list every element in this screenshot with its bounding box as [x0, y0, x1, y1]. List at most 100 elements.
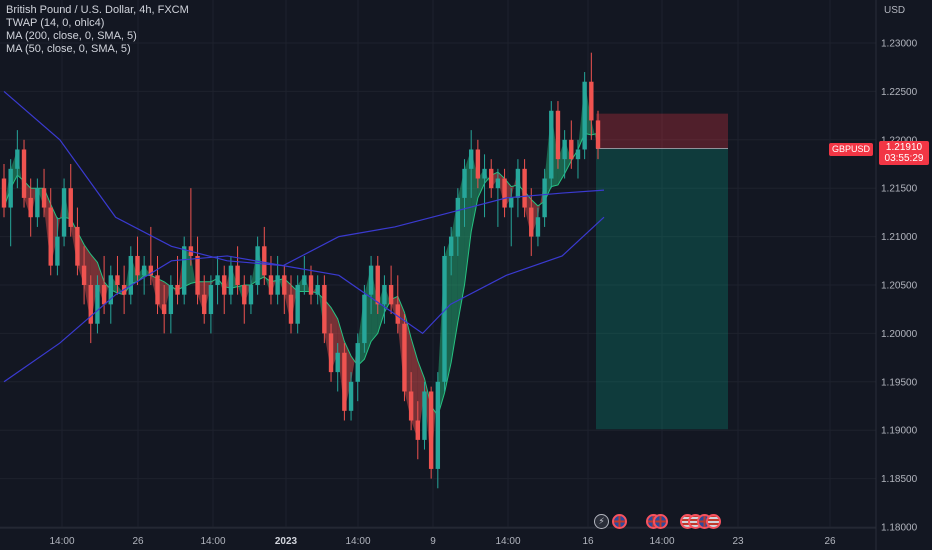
twap-fill-segment [317, 285, 325, 334]
y-tick-label: 1.20000 [881, 329, 918, 340]
ma-line [3, 216, 605, 383]
candle-body [101, 285, 107, 305]
candle-body [408, 391, 414, 421]
candle-body [542, 178, 547, 218]
candle-body [522, 168, 527, 208]
lightning-icon[interactable]: ⚡ [594, 514, 609, 529]
y-tick-label: 1.22000 [881, 135, 918, 146]
legend-ma200[interactable]: MA (200, close, 0, SMA, 5) [6, 30, 137, 42]
candle-body [448, 236, 454, 256]
x-tick-label: 14:00 [649, 536, 674, 547]
candle-body [135, 255, 140, 276]
candle-body [248, 285, 254, 305]
y-tick-label: 1.20500 [881, 281, 918, 292]
candle-body [342, 352, 347, 411]
candle-body [482, 168, 487, 179]
candle-body [382, 285, 387, 305]
candle-body [282, 275, 287, 295]
legend-twap[interactable]: TWAP (14, 0, ohlc4) [6, 17, 105, 29]
candle-body [302, 275, 307, 285]
x-tick-label: 23 [732, 536, 744, 547]
candle-body [155, 275, 160, 305]
stop-zone [596, 113, 728, 149]
candle-body [495, 178, 501, 189]
candle-body [35, 188, 40, 218]
candle-body [328, 333, 334, 373]
candle-body [88, 285, 93, 324]
legend-ma50[interactable]: MA (50, close, 0, SMA, 5) [6, 43, 131, 55]
twap-fill-segment [351, 343, 358, 382]
candle-body [215, 275, 220, 285]
price-axis-bg [876, 0, 932, 550]
symbol-tag: GBPUSD [829, 143, 873, 156]
candle-body [455, 197, 461, 237]
candle-body [268, 275, 274, 295]
candle-body [81, 265, 87, 285]
candle-body [95, 285, 100, 324]
candle-body [368, 265, 374, 295]
candle-body [308, 275, 314, 295]
candle-body [428, 391, 434, 469]
candle-body [555, 110, 561, 160]
candle-body [549, 110, 554, 179]
candle-body [335, 352, 340, 373]
y-tick-label: 1.19000 [881, 426, 918, 437]
target-zone [596, 148, 728, 430]
candle-body [468, 149, 474, 169]
twap-line [3, 132, 599, 417]
x-tick-label: 14:00 [345, 536, 370, 547]
candle-body [228, 265, 234, 295]
y-tick-label: 1.23000 [881, 39, 918, 50]
candle-body [255, 246, 260, 285]
uk-flag-icon[interactable] [653, 514, 668, 529]
candle-body [242, 285, 247, 305]
candle-body [529, 207, 534, 237]
candle-body [262, 246, 267, 276]
chart-legend: British Pound / U.S. Dollar, 4h, FXCM TW… [6, 4, 189, 56]
candle-body [182, 246, 187, 295]
candle-body [475, 149, 481, 179]
candle-body [235, 265, 240, 285]
candle-body [148, 265, 154, 276]
candle-body [462, 168, 467, 198]
candle-body [175, 285, 180, 295]
candle-body [48, 207, 53, 266]
y-tick-label: 1.21500 [881, 184, 918, 195]
candle-body [422, 391, 427, 440]
x-tick-label: 9 [430, 536, 436, 547]
x-tick-label: 14:00 [49, 536, 74, 547]
uk-flag-icon[interactable] [612, 514, 627, 529]
candle-body [322, 285, 327, 334]
candle-body [355, 343, 360, 382]
last-price-value: 1.21910 [885, 142, 923, 153]
candle-body [275, 275, 280, 295]
candle-body [569, 139, 574, 160]
candle-body [375, 265, 380, 305]
candle-body [202, 294, 207, 315]
legend-title[interactable]: British Pound / U.S. Dollar, 4h, FXCM [6, 4, 189, 16]
candle-body [288, 294, 294, 324]
candle-body [515, 168, 521, 198]
x-tick-label: 16 [582, 536, 594, 547]
candle-body [8, 168, 13, 208]
candle-body [295, 285, 300, 324]
us-flag-icon[interactable] [706, 514, 721, 529]
candle-body [348, 381, 354, 411]
y-tick-label: 1.22500 [881, 87, 918, 98]
candle-body [575, 149, 581, 160]
candle-body [21, 149, 27, 198]
candle-body [589, 81, 594, 121]
candle-body [402, 323, 407, 392]
candle-body [115, 275, 120, 285]
candle-body [582, 81, 587, 150]
candle-body [1, 178, 7, 208]
twap-fill-segment [190, 255, 198, 295]
candle-body [222, 275, 227, 295]
candle-body [141, 265, 147, 276]
candle-body [208, 285, 214, 315]
candle-body [435, 381, 441, 469]
countdown-value: 03:55:29 [884, 153, 924, 164]
candle-body [442, 255, 447, 382]
